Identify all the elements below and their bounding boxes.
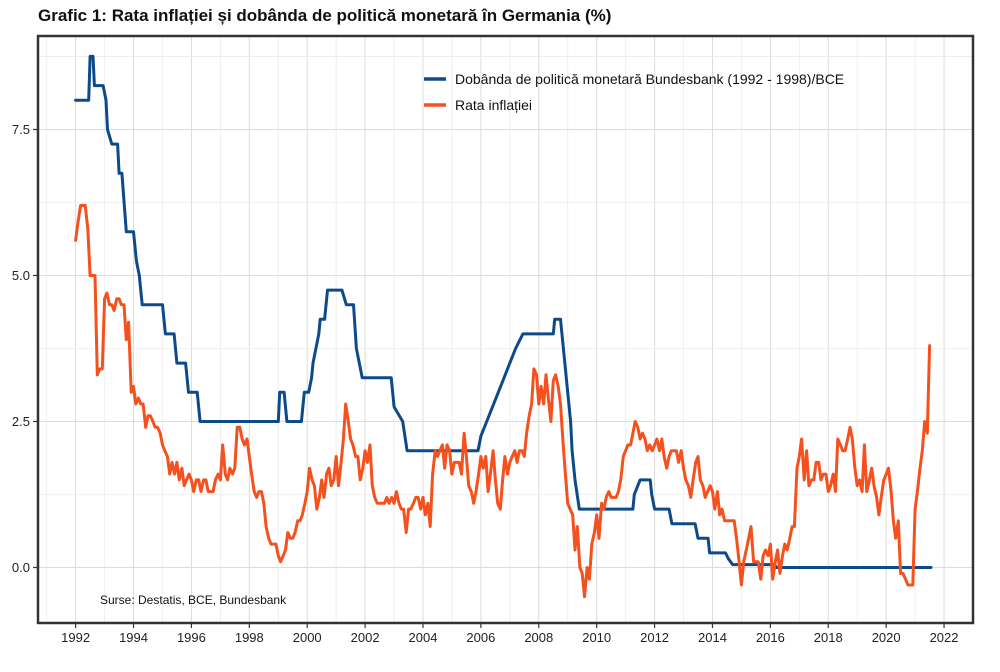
x-axis: 1992 1994 1996 1998 2000 2002 2004 2006 2008 2010…	[61, 623, 959, 645]
chart-title: Grafic 1: Rata inflației și dobânda de p…	[38, 6, 612, 25]
x-tick-label: 2010	[582, 630, 611, 645]
legend-label-policy-rate: Dobânda de politică monetară Bundesbank …	[455, 71, 844, 87]
x-tick-label: 2012	[640, 630, 669, 645]
gridlines	[38, 36, 974, 623]
x-tick-label: 2002	[351, 630, 380, 645]
y-axis: 0.0 2.5 5.0 7.5	[12, 122, 38, 575]
x-tick-label: 2004	[409, 630, 438, 645]
x-tick-label: 2020	[872, 630, 901, 645]
x-tick-label: 1992	[61, 630, 90, 645]
x-tick-label: 2016	[756, 630, 785, 645]
source-note: Surse: Destatis, BCE, Bundesbank	[100, 593, 287, 607]
x-tick-label: 2008	[524, 630, 553, 645]
legend: Dobânda de politică monetară Bundesbank …	[424, 71, 844, 113]
x-tick-label: 2018	[814, 630, 843, 645]
series-line-inflation	[74, 203, 932, 599]
x-tick-label: 1998	[235, 630, 264, 645]
series-line-policy-rate	[74, 54, 933, 569]
legend-label-inflation: Rata inflației	[455, 97, 532, 113]
y-tick-label: 2.5	[12, 414, 30, 429]
x-tick-label: 2006	[466, 630, 495, 645]
y-tick-label: 0.0	[12, 560, 30, 575]
x-tick-label: 2000	[293, 630, 322, 645]
plot-frame	[36, 34, 975, 625]
x-tick-label: 1996	[177, 630, 206, 645]
x-tick-label: 2022	[930, 630, 959, 645]
plot-background	[38, 36, 973, 623]
x-tick-label: 2014	[698, 630, 727, 645]
y-tick-label: 7.5	[12, 122, 30, 137]
y-tick-label: 5.0	[12, 268, 30, 283]
series-layer	[74, 54, 933, 599]
x-tick-label: 1994	[119, 630, 148, 645]
